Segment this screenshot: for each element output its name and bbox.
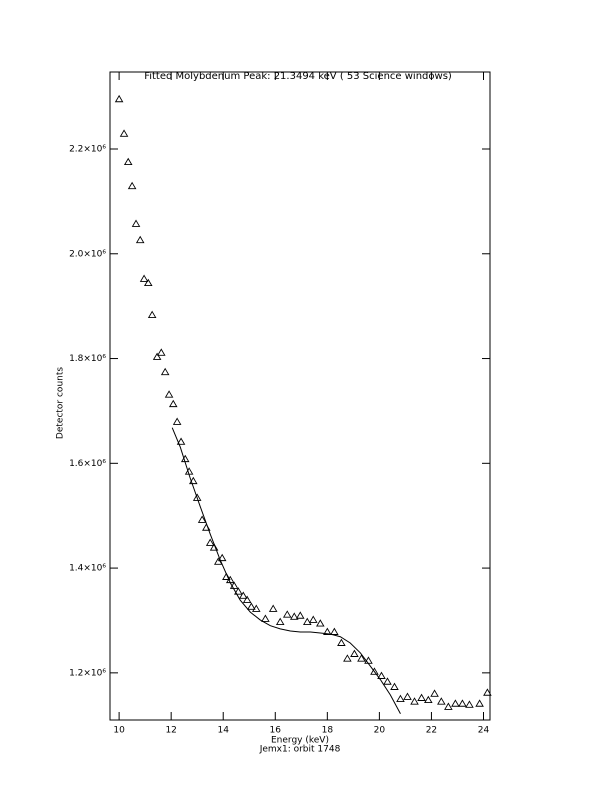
y-tick-label: 2.0×10⁶ [69, 249, 106, 259]
data-point [303, 617, 312, 625]
data-point [247, 602, 256, 610]
data-point [289, 612, 299, 620]
data-point [424, 695, 433, 704]
data-point [131, 219, 141, 227]
data-point [209, 543, 219, 551]
x-axis-label: Energy (keV) [271, 736, 329, 746]
data-point [330, 627, 339, 635]
data-point [147, 310, 157, 319]
data-point [180, 454, 190, 463]
data-point [160, 367, 170, 376]
data-point [242, 595, 252, 603]
data-point [410, 697, 419, 705]
data-point [295, 611, 305, 619]
data-point [350, 649, 359, 657]
data-point [176, 437, 186, 445]
x-tick-label: 10 [113, 726, 125, 736]
data-point [164, 390, 174, 398]
data-point [370, 667, 379, 675]
y-tick-label: 1.8×10⁶ [69, 354, 106, 364]
data-point [152, 352, 162, 360]
data-point [390, 682, 399, 690]
fit-line [171, 427, 401, 714]
x-tick-label: 18 [322, 726, 334, 736]
y-axis-label: Detector counts [56, 367, 66, 439]
data-point [417, 693, 426, 701]
data-point [430, 689, 439, 697]
x-tick-label: 14 [217, 726, 229, 736]
x-tick-label: 16 [270, 726, 282, 736]
data-point [168, 399, 178, 408]
data-point [308, 615, 318, 623]
data-point [444, 702, 453, 710]
data-point [135, 235, 145, 244]
data-point [403, 692, 412, 700]
y-tick-label: 2.2×10⁶ [69, 145, 106, 155]
data-point [337, 638, 346, 646]
data-point [282, 610, 292, 618]
data-point [316, 619, 325, 627]
data-point [114, 94, 124, 103]
data-point [275, 617, 285, 625]
x-tick-label: 22 [426, 726, 437, 736]
data-point [458, 699, 467, 707]
data-point [251, 604, 261, 612]
data-point [156, 348, 166, 356]
data-point [323, 627, 332, 635]
data-point [172, 417, 182, 425]
data-point [377, 671, 386, 679]
data-point [234, 587, 243, 595]
data-point [123, 157, 133, 166]
plot-frame [109, 71, 491, 721]
chart-title: Fitted Molybdenum Peak: 21.3494 keV ( 53… [144, 71, 452, 82]
data-point [238, 591, 248, 599]
data-point [465, 700, 474, 708]
x-tick-label: 20 [374, 726, 386, 736]
y-tick-label: 1.4×10⁶ [69, 564, 106, 574]
data-point [119, 129, 129, 137]
data-point [217, 553, 227, 562]
data-point [213, 557, 223, 565]
data-point [229, 581, 239, 589]
data-point [143, 278, 153, 287]
y-tick-label: 1.6×10⁶ [69, 459, 106, 469]
x-tick-label: 24 [478, 726, 490, 736]
data-point [261, 614, 270, 622]
data-point [268, 604, 278, 612]
data-point [343, 654, 352, 662]
y-tick-label: 1.2×10⁶ [69, 668, 106, 678]
data-point [139, 274, 149, 282]
x-tick-label: 12 [165, 726, 176, 736]
data-point [127, 181, 137, 190]
data-point [475, 699, 484, 707]
data-point [483, 688, 492, 696]
data-point [396, 694, 405, 702]
data-point [383, 677, 392, 685]
data-point [357, 654, 366, 662]
data-point [222, 572, 231, 580]
data-point [197, 515, 207, 523]
data-point [437, 697, 446, 705]
subtitle: Jemx1: orbit 1748 [259, 745, 341, 755]
data-point [205, 538, 215, 546]
data-point [192, 493, 202, 501]
data-point [451, 699, 460, 707]
